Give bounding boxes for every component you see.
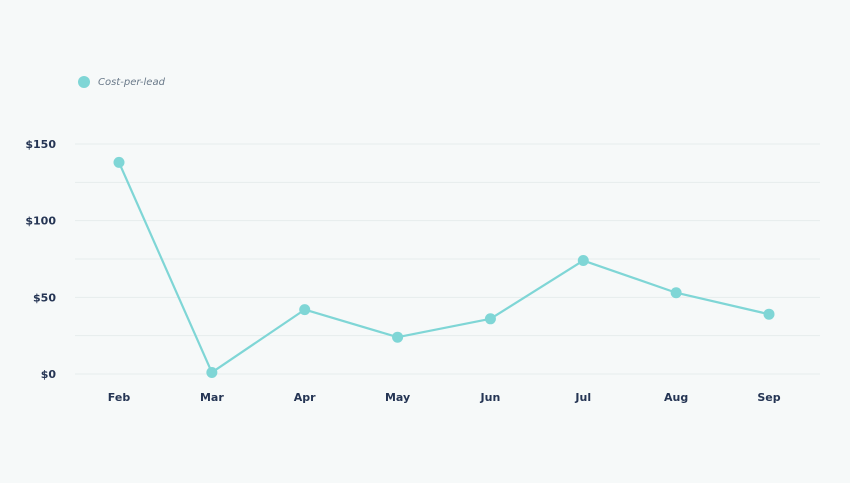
data-point-may[interactable] xyxy=(392,331,404,343)
x-tick-label: Aug xyxy=(664,391,688,404)
x-tick-label: Apr xyxy=(294,391,316,404)
legend: Cost-per-lead xyxy=(78,76,165,88)
y-axis: $0 $50 $100 $150 xyxy=(25,138,56,381)
legend-label-cost-per-lead: Cost-per-lead xyxy=(98,76,165,88)
y-tick-label: $100 xyxy=(25,215,56,228)
x-tick-label: Jul xyxy=(574,391,591,404)
grid-lines xyxy=(75,143,820,375)
x-tick-label: Sep xyxy=(757,391,780,404)
x-axis: Feb Mar Apr May Jun Jul Aug Sep xyxy=(108,391,781,404)
x-tick-label: Mar xyxy=(200,391,224,404)
legend-swatch-cost-per-lead xyxy=(78,76,90,88)
data-point-apr[interactable] xyxy=(299,304,311,316)
x-tick-label: Feb xyxy=(108,391,131,404)
data-point-aug[interactable] xyxy=(670,287,682,299)
series-cost-per-lead xyxy=(113,156,775,378)
data-point-jul[interactable] xyxy=(577,255,589,267)
data-point-mar[interactable] xyxy=(206,366,218,378)
y-tick-label: $50 xyxy=(33,291,56,304)
data-point-jun[interactable] xyxy=(484,313,496,325)
y-tick-label: $150 xyxy=(25,138,56,151)
x-tick-label: May xyxy=(385,391,410,404)
x-tick-label: Jun xyxy=(480,391,501,404)
data-point-feb[interactable] xyxy=(113,156,125,168)
y-tick-label: $0 xyxy=(41,368,57,381)
series-line xyxy=(117,161,770,374)
data-point-sep[interactable] xyxy=(763,308,775,320)
